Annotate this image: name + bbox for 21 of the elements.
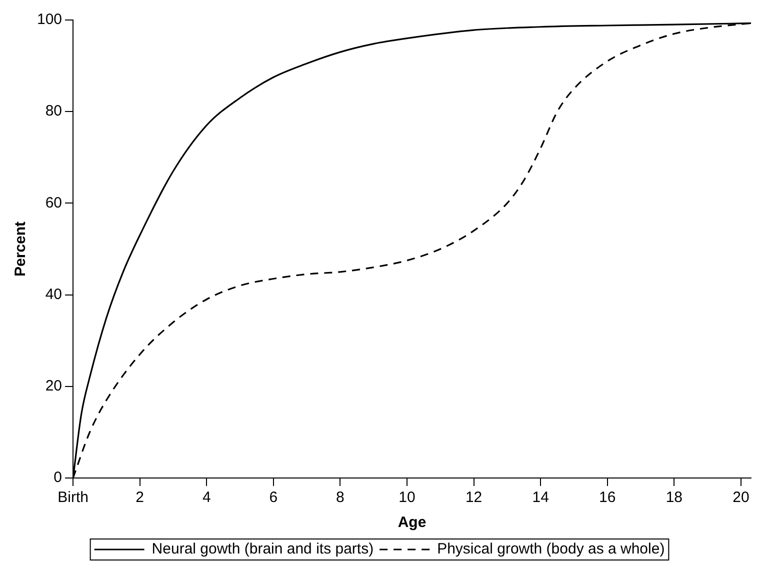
x-tick-label: 10 bbox=[398, 489, 416, 506]
y-tick-label: 80 bbox=[45, 102, 62, 120]
x-tick-label: 20 bbox=[732, 489, 750, 506]
x-tick-label: 4 bbox=[202, 489, 211, 506]
x-tick-label: Birth bbox=[58, 489, 88, 506]
x-tick-label: 14 bbox=[532, 489, 549, 506]
y-tick-label: 20 bbox=[45, 378, 62, 395]
x-tick-label: 8 bbox=[336, 489, 344, 506]
x-tick-label: 2 bbox=[136, 489, 144, 506]
y-tick-label: 40 bbox=[45, 286, 62, 303]
x-tick-label: 16 bbox=[599, 489, 616, 506]
x-tick-label: 12 bbox=[465, 489, 482, 506]
x-tick-label: 6 bbox=[269, 489, 278, 506]
y-tick-label: 0 bbox=[54, 469, 62, 486]
legend-label: Physical growth (body as a whole) bbox=[437, 540, 665, 558]
x-tick-label: 18 bbox=[666, 489, 683, 506]
y-tick-label: 60 bbox=[45, 194, 62, 212]
y-axis-title: Percent bbox=[12, 221, 30, 277]
y-tick-label: 100 bbox=[36, 11, 62, 28]
x-axis-title: Age bbox=[398, 514, 426, 532]
legend-label: Neural gowth (brain and its parts) bbox=[152, 540, 374, 558]
